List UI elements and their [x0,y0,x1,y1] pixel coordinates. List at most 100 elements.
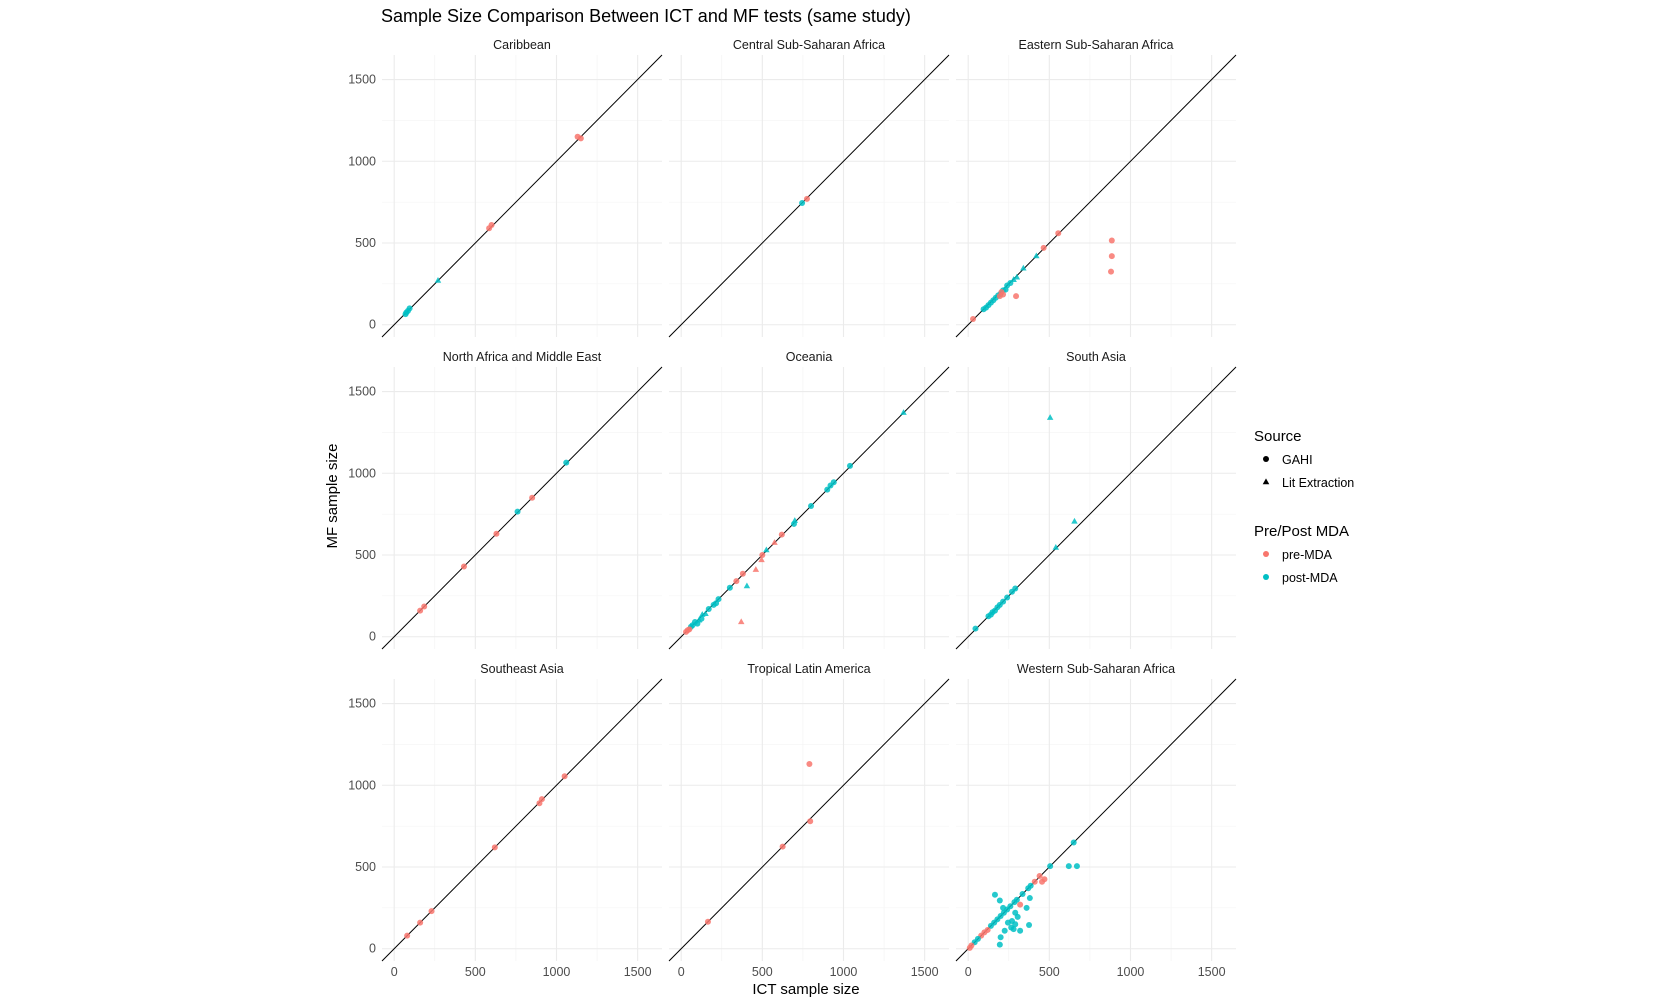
data-point-triangle [1046,414,1054,420]
identity-line [381,366,663,650]
y-tick-label: 1500 [348,385,376,399]
data-point-triangle [737,618,745,625]
data-point-triangle [1010,276,1017,282]
data-point [1108,268,1115,275]
data-point [577,135,584,142]
facet-panel: Southeast Asia 0 500 1000 1500 0 500 1000 1500 [348,662,663,979]
x-tick-label: 1000 [1117,965,1145,979]
y-tick-label: 0 [369,318,376,332]
facet-panel: North Africa and Middle East 0 500 1000 1500 [348,350,663,650]
data-point [980,306,987,313]
data-point-triangle [900,409,907,415]
legend-label: Lit Extraction [1282,476,1354,490]
data-point [1004,919,1011,926]
data-point [759,552,766,558]
facet-panel: Central Sub-Saharan Africa [668,38,950,338]
data-point [807,818,814,825]
y-tick-label: 500 [355,860,376,874]
data-point [404,932,411,939]
data-point [491,844,498,851]
data-point [683,628,690,635]
data-point-triangle [758,556,765,563]
facet-strip-label: Tropical Latin America [747,662,870,676]
data-point [1017,927,1024,934]
x-tick-label: 1500 [911,965,939,979]
x-tick-label: 500 [752,965,773,979]
data-point-triangle [1071,517,1078,524]
data-point [1031,878,1038,885]
y-tick-label: 0 [369,942,376,956]
data-point-triangle [1052,544,1060,550]
facet-strip-label: Western Sub-Saharan Africa [1017,662,1175,676]
data-point [417,919,424,926]
y-tick-label: 500 [355,236,376,250]
x-tick-label: 500 [1039,965,1060,979]
data-point [1010,926,1017,933]
data-point [1040,244,1047,251]
x-tick-label: 0 [391,965,398,979]
legend-title: Pre/Post MDA [1254,523,1349,540]
data-point [1004,594,1011,601]
data-point [997,934,1004,941]
facet-strip-label: North Africa and Middle East [443,350,602,364]
data-point-triangle [1033,252,1040,259]
data-point [460,563,467,570]
data-point [790,520,797,527]
y-tick-label: 0 [369,630,376,644]
y-tick-label: 1500 [348,73,376,87]
legend-key-color [1263,574,1269,580]
data-point [529,494,536,501]
data-point-triangle [434,277,442,283]
x-tick-label: 1000 [830,965,858,979]
data-point [536,800,543,807]
data-point [846,462,853,469]
data-point [806,761,813,768]
x-tick-label: 1000 [543,965,571,979]
facet-strip-label: Southeast Asia [480,662,563,676]
data-point [417,607,424,614]
data-point [1039,878,1046,885]
legend-label: post-MDA [1282,571,1338,585]
legend-title: Source [1254,428,1302,445]
x-tick-label: 0 [678,965,685,979]
x-axis-title: ICT sample size [752,981,859,998]
legend-label: GAHI [1282,453,1313,467]
facet-panel: Tropical Latin America 0 500 1000 1500 [668,662,950,979]
data-point [1108,253,1115,260]
data-point-triangle [1020,264,1027,271]
x-tick-label: 500 [465,965,486,979]
x-tick-label: 1500 [1198,965,1226,979]
data-point [824,486,831,493]
legend-key-color [1263,551,1269,557]
data-point-triangle [771,539,778,545]
data-point [1070,839,1077,846]
data-point [1023,904,1030,911]
legend-label: pre-MDA [1282,548,1333,562]
data-point-triangle [1013,273,1021,280]
data-point [733,578,740,585]
data-point [486,225,493,232]
data-point [1009,588,1015,595]
data-point [970,316,977,323]
data-point [966,944,973,951]
data-point [421,603,428,610]
data-point [1001,927,1008,934]
data-point [563,459,570,466]
chart-title: Sample Size Comparison Between ICT and M… [381,6,911,26]
facet-strip-label: Central Sub-Saharan Africa [733,38,885,52]
identity-line [381,54,663,338]
data-point [1047,863,1054,870]
data-point [996,941,1003,948]
data-point [514,508,521,515]
data-point [726,584,733,591]
data-point [1065,863,1072,870]
y-tick-label: 1500 [348,697,376,711]
data-point [1055,230,1062,237]
facet-strip-label: Eastern Sub-Saharan Africa [1019,38,1174,52]
data-point-triangle [763,546,770,553]
facet-strip-label: South Asia [1066,350,1126,364]
facet-strip-label: Caribbean [493,38,551,52]
data-point [1026,895,1033,902]
data-point [705,605,712,612]
